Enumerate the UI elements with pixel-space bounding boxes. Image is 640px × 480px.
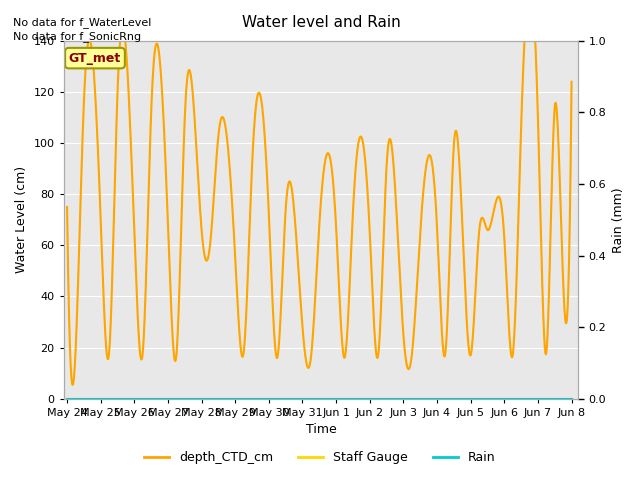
Text: GT_met: GT_met [69, 52, 121, 65]
Y-axis label: Water Level (cm): Water Level (cm) [15, 166, 28, 273]
Text: No data for f_WaterLevel: No data for f_WaterLevel [13, 17, 151, 28]
Title: Water level and Rain: Water level and Rain [242, 15, 401, 30]
Text: No data for f_SonicRng: No data for f_SonicRng [13, 31, 141, 42]
X-axis label: Time: Time [306, 423, 337, 436]
Legend: depth_CTD_cm, Staff Gauge, Rain: depth_CTD_cm, Staff Gauge, Rain [140, 446, 500, 469]
Y-axis label: Rain (mm): Rain (mm) [612, 187, 625, 252]
